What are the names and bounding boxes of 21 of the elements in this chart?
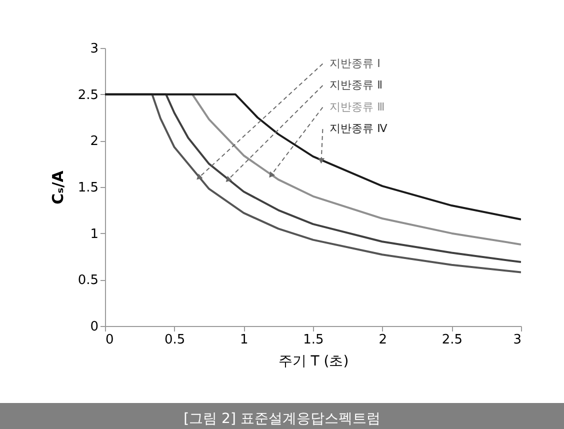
y-tick-label: 0 xyxy=(90,320,98,334)
x-tick-label: 2.5 xyxy=(442,332,463,348)
text: 지반종류 Ⅲ xyxy=(330,100,385,114)
x-tick-label: 0.5 xyxy=(164,332,186,348)
y-axis-title: Cₛ/A xyxy=(48,170,67,204)
text: [그림 2] 표준설계응답스펙트럼 xyxy=(184,411,380,427)
y-tick-label: 2.5 xyxy=(78,88,98,103)
y-tick-label: 2 xyxy=(90,134,98,150)
y-tick-label: 3 xyxy=(90,42,98,56)
text: 지반종류 Ⅰ xyxy=(330,56,380,70)
x-tick-label: 1 xyxy=(240,332,248,348)
x-tick-label: 0 xyxy=(106,332,114,348)
x-tick-label: 2 xyxy=(378,332,387,348)
y-tick-label: 0.5 xyxy=(78,273,98,288)
x-tick-label: 1.5 xyxy=(303,332,324,348)
x-axis-title: 주기 T (초) xyxy=(278,354,349,370)
y-tick-label: 1.5 xyxy=(78,180,98,196)
x-tick-label: 3 xyxy=(513,332,522,348)
y-tick-label: 1 xyxy=(90,226,98,242)
text: 지반종류 Ⅳ xyxy=(330,122,388,136)
text: 지반종류 Ⅱ xyxy=(330,78,383,92)
